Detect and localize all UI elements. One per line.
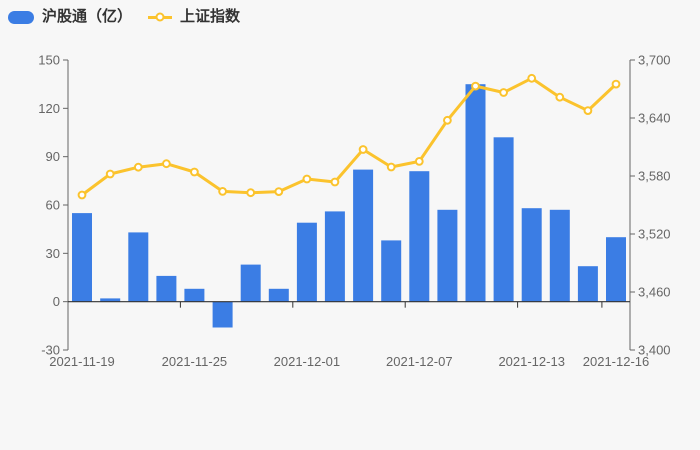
bar-2021-12-09[interactable] <box>465 84 486 302</box>
index-line-point-2021-11-23[interactable] <box>133 162 143 172</box>
index-line-point-2021-11-26[interactable] <box>218 187 228 196</box>
x-axis-date-label: 2021-12-16 <box>583 354 650 369</box>
bar-2021-11-19[interactable] <box>72 213 92 302</box>
index-line-point-2021-12-06[interactable] <box>386 162 396 172</box>
index-line-point-2021-12-15[interactable] <box>583 106 593 115</box>
legend-item-sse-index[interactable]: 上证指数 <box>148 8 240 26</box>
bar-2021-11-26[interactable] <box>212 301 233 328</box>
left-axis-tick-label: 90 <box>46 149 60 164</box>
index-line-point-2021-12-01[interactable] <box>302 174 312 184</box>
right-axis-tick-label: 3,400 <box>638 343 671 358</box>
index-line-point-2021-11-29[interactable] <box>246 188 256 198</box>
left-axis-tick-label: 0 <box>53 294 60 309</box>
bar-2021-12-02[interactable] <box>324 211 345 302</box>
left-axis-tick-label: 120 <box>38 101 60 116</box>
legend: 沪股通（亿） 上证指数 <box>8 8 240 26</box>
line-marker-icon <box>155 12 165 22</box>
index-line-point-2021-12-10[interactable] <box>499 88 509 97</box>
index-line-point-2021-12-03[interactable] <box>358 145 368 154</box>
index-line-point-2021-12-02[interactable] <box>330 177 340 187</box>
bar-2021-12-15[interactable] <box>577 266 598 302</box>
legend-label-shanghai-connect: 沪股通（亿） <box>42 8 133 25</box>
left-axis-tick-label: -30 <box>41 343 60 358</box>
x-axis-date-label: 2021-11-19 <box>49 354 115 369</box>
x-axis-date-label: 2021-12-07 <box>386 354 453 369</box>
bar-2021-11-25[interactable] <box>184 288 205 302</box>
index-line-point-2021-12-14[interactable] <box>555 92 565 102</box>
index-line-point-2021-11-19[interactable] <box>77 190 87 200</box>
bar-2021-12-08[interactable] <box>437 209 458 302</box>
x-axis-date-label: 2021-12-01 <box>274 354 341 369</box>
index-line-point-2021-11-22[interactable] <box>105 169 115 179</box>
bar-2021-12-07[interactable] <box>409 171 430 302</box>
x-axis-date-label: 2021-12-13 <box>498 354 565 369</box>
right-axis-tick-label: 3,520 <box>638 227 671 242</box>
bar-2021-12-01[interactable] <box>296 222 317 302</box>
bar-2021-12-14[interactable] <box>549 209 570 302</box>
bar-2021-11-22[interactable] <box>100 298 121 302</box>
bar-series-swatch-icon <box>8 10 34 24</box>
bar-2021-12-03[interactable] <box>353 169 374 302</box>
index-line-point-2021-12-09[interactable] <box>471 81 480 91</box>
legend-item-shanghai-connect[interactable]: 沪股通（亿） <box>8 8 132 26</box>
right-axis-tick-label: 3,700 <box>638 53 671 68</box>
right-axis-tick-label: 3,580 <box>638 169 671 184</box>
index-line-point-2021-12-07[interactable] <box>414 157 424 166</box>
bar-2021-12-13[interactable] <box>521 208 542 302</box>
bar-2021-11-29[interactable] <box>240 264 261 302</box>
bar-2021-11-23[interactable] <box>128 232 149 302</box>
left-axis-tick-label: 150 <box>38 53 60 68</box>
index-line-point-2021-12-08[interactable] <box>443 115 452 125</box>
index-line-point-2021-12-13[interactable] <box>527 73 537 83</box>
bar-2021-12-16[interactable] <box>606 237 626 302</box>
bar-2021-11-24[interactable] <box>156 275 177 302</box>
index-line <box>80 76 618 197</box>
right-axis-tick-label: 3,460 <box>638 285 671 300</box>
index-line-point-2021-12-16[interactable] <box>611 79 621 89</box>
index-line-point-2021-11-24[interactable] <box>162 159 171 169</box>
index-line-point-2021-11-30[interactable] <box>274 187 284 197</box>
index-line-point-2021-11-25[interactable] <box>190 167 199 177</box>
bar-2021-11-30[interactable] <box>268 288 289 302</box>
left-axis-tick-label: 60 <box>46 198 60 213</box>
left-axis-tick-label: 30 <box>46 246 60 261</box>
x-axis-date-label: 2021-11-25 <box>162 354 228 369</box>
bar-2021-12-10[interactable] <box>493 137 514 302</box>
legend-label-sse-index: 上证指数 <box>180 8 241 25</box>
line-series-swatch-icon <box>148 12 173 22</box>
right-axis-tick-label: 3,640 <box>638 111 671 126</box>
bar-2021-12-06[interactable] <box>381 240 402 302</box>
